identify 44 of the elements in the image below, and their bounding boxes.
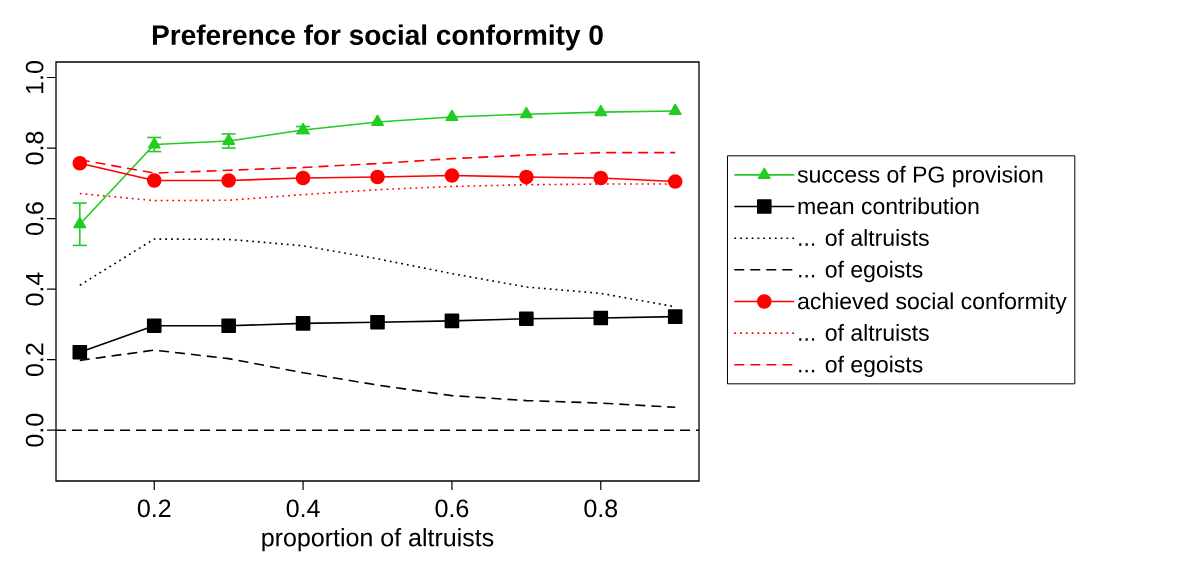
point <box>593 310 609 326</box>
point <box>72 155 88 171</box>
point <box>519 311 534 327</box>
point <box>73 216 87 229</box>
legend-label: success of PG provision <box>797 165 1043 188</box>
legend-label: ... of altruists <box>799 229 929 246</box>
x-tick-label: 0.2 <box>137 499 171 518</box>
y-tick-label: 0.0 <box>25 413 44 447</box>
point <box>221 318 236 334</box>
y-tick-label: 0.2 <box>25 343 44 377</box>
x-tick-label: 0.8 <box>584 499 618 518</box>
point <box>444 168 460 183</box>
y-tick-label: 0.4 <box>25 272 44 306</box>
legend-label: mean contribution <box>798 197 979 215</box>
point <box>371 114 384 126</box>
point <box>594 104 608 117</box>
point <box>72 344 88 360</box>
point <box>593 170 609 186</box>
point <box>146 173 162 188</box>
point <box>147 137 161 149</box>
point <box>519 106 533 119</box>
y-tick-label: 0.6 <box>25 202 44 235</box>
chart-title: Preference for social conformity 0 <box>152 24 603 51</box>
point <box>370 314 385 330</box>
x-tick-label: 0.4 <box>286 499 320 518</box>
legend-label: achieved social conformity <box>798 292 1067 314</box>
point <box>146 318 162 334</box>
y-tick-label: 1.0 <box>25 61 44 93</box>
legend-label: ... of egoists <box>799 260 923 283</box>
legend-label: ... of egoists <box>799 355 923 378</box>
point <box>668 103 682 116</box>
point <box>444 313 460 329</box>
point <box>370 169 385 185</box>
point <box>519 169 534 185</box>
y-tick-label: 0.8 <box>25 131 44 165</box>
x-axis-title: proportion of altruists <box>262 528 494 552</box>
point <box>221 173 236 188</box>
point <box>295 316 311 331</box>
legend-label: ... of altruists <box>799 324 929 341</box>
point <box>667 309 683 324</box>
x-tick-label: 0.6 <box>435 499 469 518</box>
point <box>445 109 459 122</box>
point <box>295 170 311 186</box>
point <box>667 174 683 189</box>
